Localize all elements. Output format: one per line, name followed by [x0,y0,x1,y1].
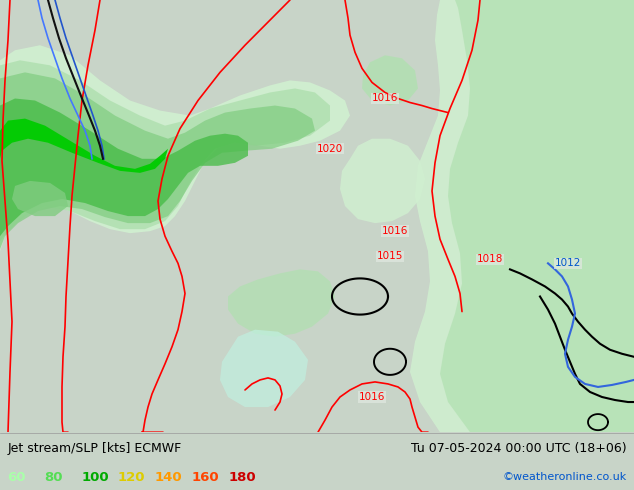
Polygon shape [12,181,68,216]
Text: 1015: 1015 [377,251,403,261]
Text: ©weatheronline.co.uk: ©weatheronline.co.uk [502,472,626,482]
Polygon shape [340,139,425,223]
Polygon shape [0,73,315,249]
Text: 1018: 1018 [477,254,503,264]
Text: Tu 07-05-2024 00:00 UTC (18+06): Tu 07-05-2024 00:00 UTC (18+06) [411,442,626,455]
Text: 80: 80 [44,471,63,484]
Polygon shape [228,270,335,337]
Polygon shape [410,0,634,432]
Text: 1016: 1016 [372,94,398,103]
Text: 1016: 1016 [382,226,408,236]
Text: Jet stream/SLP [kts] ECMWF: Jet stream/SLP [kts] ECMWF [8,442,182,455]
Text: 1016: 1016 [359,392,385,402]
Polygon shape [0,119,168,173]
Text: 120: 120 [118,471,145,484]
Text: 140: 140 [155,471,183,484]
Text: 180: 180 [228,471,256,484]
Text: 160: 160 [191,471,219,484]
Text: 60: 60 [8,471,26,484]
Text: 100: 100 [81,471,109,484]
Polygon shape [440,0,634,432]
Polygon shape [0,60,330,241]
Polygon shape [362,55,418,105]
Polygon shape [220,330,308,407]
Text: 1020: 1020 [317,144,343,154]
Polygon shape [0,98,248,236]
Polygon shape [0,45,350,251]
Text: 1012: 1012 [555,258,581,269]
